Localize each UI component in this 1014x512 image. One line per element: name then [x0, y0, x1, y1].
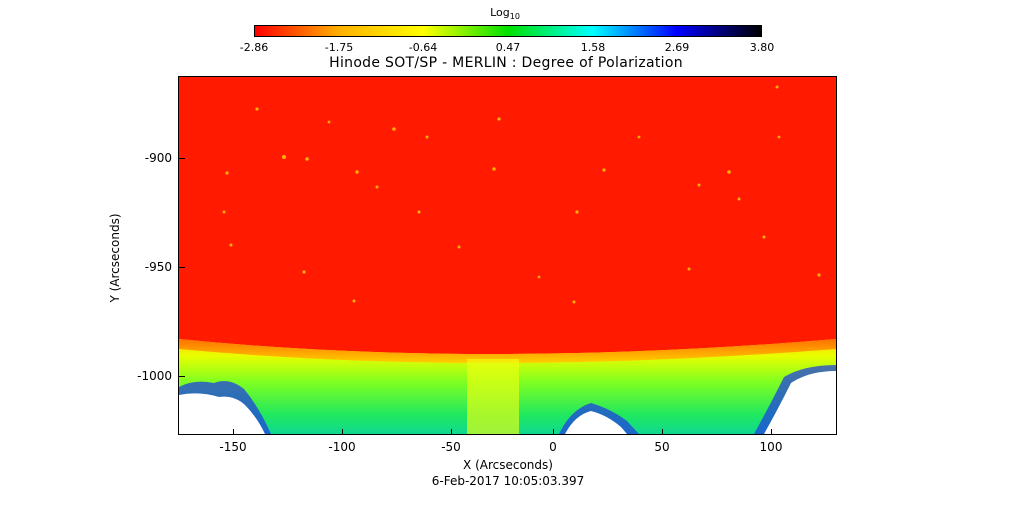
x-tick-label: -100 [328, 440, 356, 454]
colorbar-tick-label: 0.47 [495, 41, 521, 54]
polarization-map-image [179, 77, 836, 434]
y-axis-label: Y (Arcseconds) [108, 213, 122, 303]
y-tick-mark [178, 267, 185, 268]
colorbar [254, 25, 762, 37]
x-tick-label: -150 [219, 440, 247, 454]
x-tick-label: 100 [759, 440, 783, 454]
x-tick-mark [771, 429, 772, 435]
colorbar-tick-label: -2.86 [239, 41, 269, 54]
colorbar-tick-label: 3.80 [749, 41, 775, 54]
x-tick-label: -50 [441, 440, 461, 454]
bright-column [467, 359, 519, 434]
x-tick-mark [342, 429, 343, 435]
cutout-left [179, 393, 265, 434]
y-tick-mark [178, 158, 185, 159]
x-tick-label: 50 [654, 440, 670, 454]
colorbar-tick-label: -0.64 [408, 41, 438, 54]
x-tick-mark [553, 429, 554, 435]
y-tick-label: -1000 [137, 369, 172, 383]
plot-title: Hinode SOT/SP - MERLIN : Degree of Polar… [329, 55, 683, 71]
colorbar-tick-label: 1.58 [580, 41, 606, 54]
colorbar-tick-label: 2.69 [664, 41, 690, 54]
y-tick-label: -900 [144, 151, 172, 165]
x-axis-label: X (Arcseconds) [463, 458, 553, 472]
colorbar-tick-label: -1.75 [324, 41, 354, 54]
cutout-right [764, 371, 836, 434]
limb-edge [179, 339, 836, 363]
disk-speckles [222, 85, 821, 304]
colorbar-title: Log10 [490, 6, 520, 22]
x-tick-label: 0 [549, 440, 557, 454]
x-tick-mark [233, 429, 234, 435]
cutout-center [565, 411, 627, 434]
x-tick-mark [662, 429, 663, 435]
x-tick-mark [451, 429, 452, 435]
y-tick-mark [178, 376, 185, 377]
plot-area [178, 76, 837, 435]
y-tick-label: -950 [144, 260, 172, 274]
observation-timestamp: 6-Feb-2017 10:05:03.397 [431, 474, 585, 488]
